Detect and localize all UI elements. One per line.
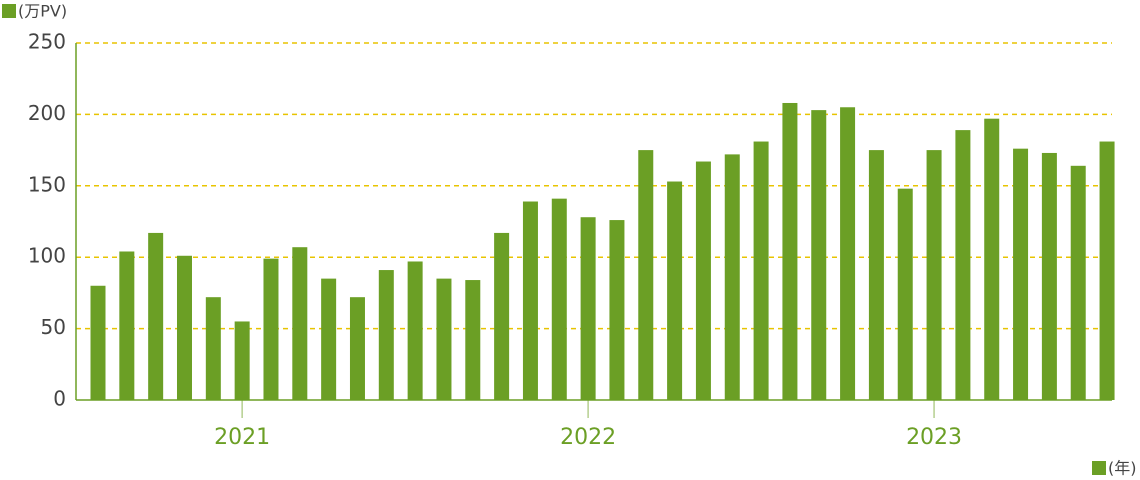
bar [1070,165,1086,400]
bar [724,154,740,400]
bar [436,278,452,400]
bar [263,258,279,400]
bar [407,261,423,400]
bar [667,181,683,400]
y-tick-label: 50 [41,315,66,339]
bar [782,102,798,400]
bar [205,297,221,400]
bar [522,201,538,400]
legend-swatch [2,4,16,18]
y-tick-label: 200 [28,101,66,125]
x-tick-label: 2021 [214,425,270,450]
bar [609,220,625,400]
bar [321,278,337,400]
bar [840,107,856,400]
bar [349,297,365,400]
bar [494,232,510,400]
y-tick-label: 150 [28,172,66,196]
bar [695,161,711,400]
bar [580,217,596,400]
bar [926,150,942,400]
y-tick-label: 100 [28,244,66,268]
x-tick-label: 2023 [906,425,962,450]
legend-swatch [1092,461,1106,475]
x-axis-label: (年) [1108,459,1137,478]
bar [984,118,1000,401]
bar [234,321,250,400]
y-tick-label: 0 [53,387,66,411]
bar [868,150,884,400]
bar [119,251,135,400]
bar [292,247,308,400]
bar [1041,152,1057,400]
y-tick-label: 250 [28,30,66,54]
bar [465,280,481,400]
bar [1099,141,1115,401]
bar [148,232,164,400]
x-tick-label: 2022 [560,425,616,450]
bar [955,130,971,400]
bar [811,110,827,400]
bar [90,285,106,400]
bar [1013,148,1029,400]
bar [378,270,394,400]
y-axis-label: (万PV) [18,2,67,21]
bar [638,150,654,400]
bar [897,188,913,400]
bar [753,141,769,401]
bar [176,255,192,400]
bar [551,198,567,400]
